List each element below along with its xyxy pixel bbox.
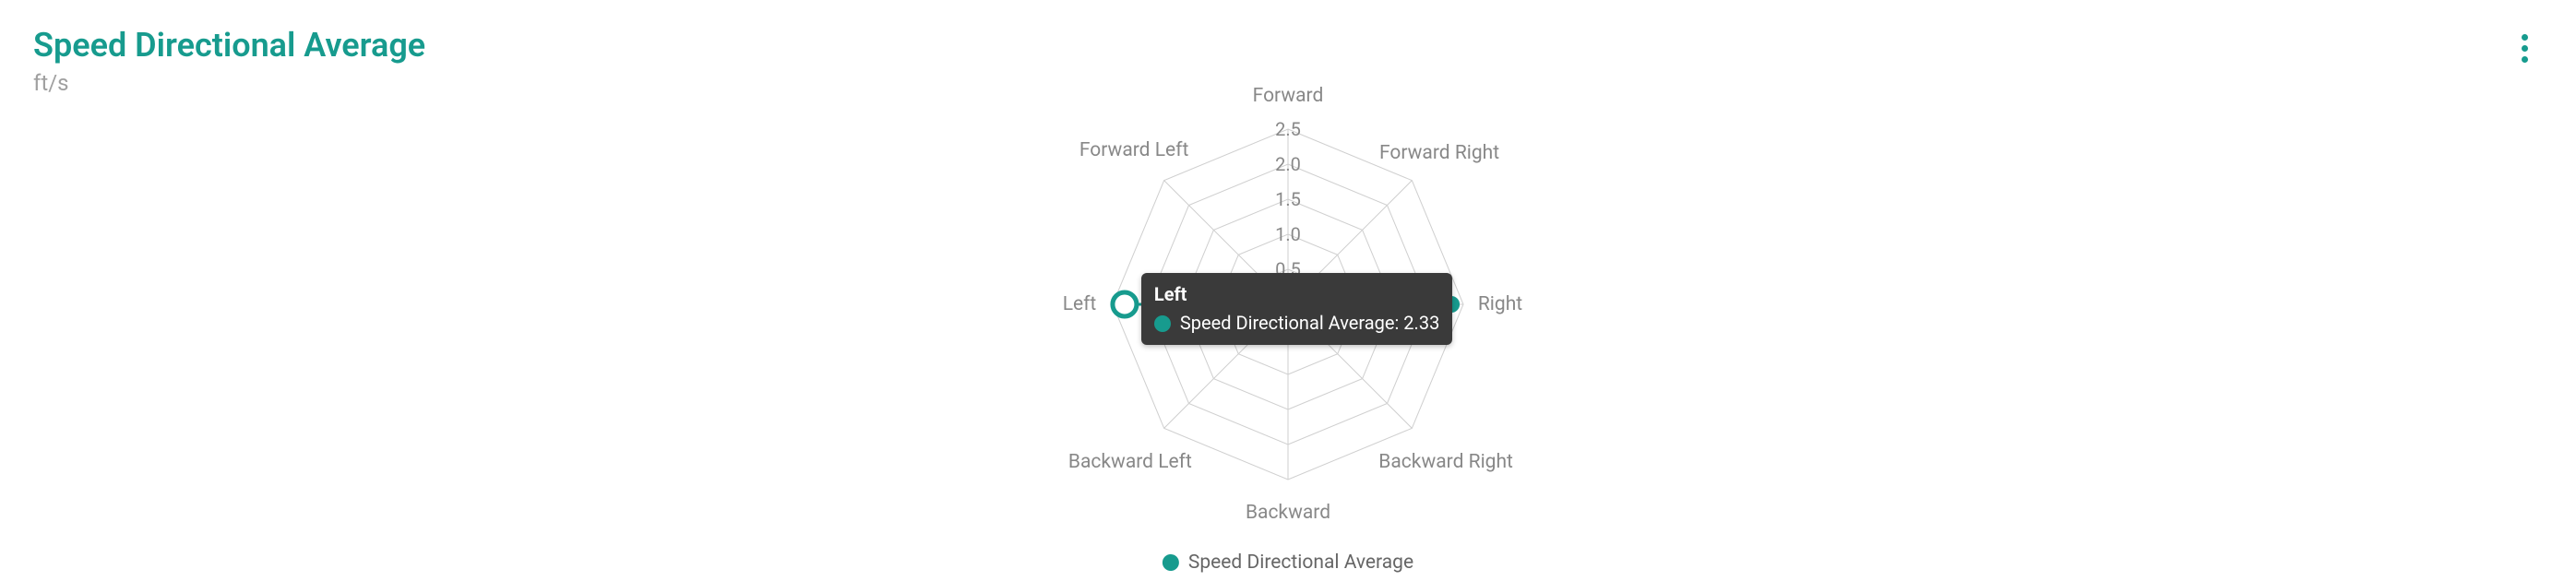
radar-axis-label: Backward (1246, 502, 1330, 524)
radar-chart: Forward Forward Right Right Backward Right B… (993, 65, 1583, 581)
radar-radial-tick: 2.5 (1275, 118, 1301, 140)
kebab-dot-icon (2522, 45, 2528, 52)
card-menu-button[interactable] (2510, 28, 2539, 68)
kebab-dot-icon (2522, 34, 2528, 41)
legend-swatch-icon (1163, 554, 1179, 571)
tooltip-title: Left (1154, 282, 1439, 307)
chart-card: Speed Directional Average ft/s ForwardFo… (0, 0, 2576, 568)
radar-radial-tick: 1.0 (1275, 223, 1301, 245)
radar-axis-label: Backward Left (1068, 451, 1192, 473)
tooltip-series-label: Speed Directional Average: 2.33 (1180, 311, 1439, 336)
radar-axis-label: Forward (1253, 85, 1324, 107)
radar-axis-label: Left (1063, 293, 1097, 315)
chart-tooltip: Left Speed Directional Average: 2.33 (1141, 273, 1452, 345)
radar-axis-label: Forward Right (1379, 142, 1499, 164)
radar-marker-hover-ring (1113, 292, 1137, 316)
legend-label: Speed Directional Average (1188, 551, 1413, 574)
radar-radial-tick: 2.0 (1275, 153, 1301, 175)
chart-legend[interactable]: Speed Directional Average (1163, 551, 1413, 574)
radar-axis-label: Backward Right (1378, 451, 1513, 473)
card-title: Speed Directional Average (33, 26, 2543, 65)
tooltip-row: Speed Directional Average: 2.33 (1154, 311, 1439, 336)
radar-axis-label: Right (1478, 293, 1522, 315)
tooltip-swatch-icon (1154, 315, 1171, 332)
radar-radial-tick: 1.5 (1275, 188, 1301, 210)
radar-axis-label: Forward Left (1079, 139, 1188, 161)
kebab-dot-icon (2522, 56, 2528, 63)
